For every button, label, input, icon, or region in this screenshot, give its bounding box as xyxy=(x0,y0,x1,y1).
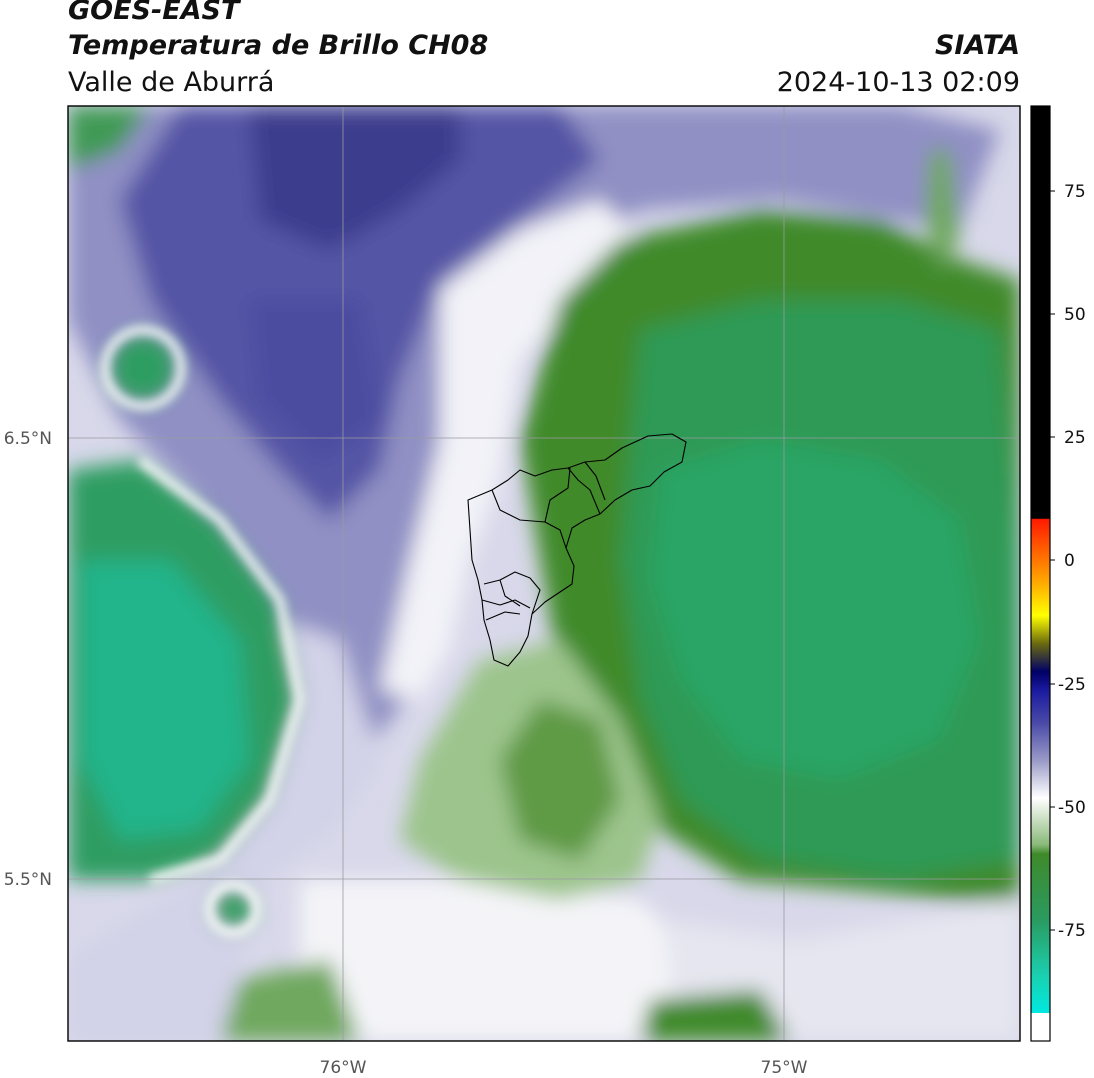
lon-label-75w: 75°W xyxy=(761,1058,808,1078)
colorbar-tick: 25 xyxy=(1064,428,1086,448)
region-subtitle: Valle de Aburrá xyxy=(68,67,275,98)
lon-label-76w: 76°W xyxy=(320,1058,367,1078)
map-frame xyxy=(67,105,1021,1042)
longitude-labels: 76°W 75°W xyxy=(320,1058,808,1078)
municipal-boundaries xyxy=(467,433,687,667)
colorbar: 75 50 25 0 -25 -50 -75 xyxy=(1030,105,1086,1042)
brightness-temperature-field xyxy=(68,106,1020,1041)
colorbar-tick: -25 xyxy=(1058,675,1086,695)
colorbar-tick: -75 xyxy=(1058,921,1086,941)
satellite-title: GOES-EAST xyxy=(68,0,240,26)
product-title: Temperatura de Brillo CH08 xyxy=(68,30,489,61)
graticule xyxy=(68,106,1020,1041)
lat-label-5-5n: 5.5°N xyxy=(4,870,52,890)
colorbar-tick: 0 xyxy=(1064,551,1075,571)
organization-label: SIATA xyxy=(934,30,1020,61)
latitude-labels: 6.5°N 5.5°N xyxy=(4,429,52,890)
colorbar-frame xyxy=(1030,105,1051,1042)
colorbar-scale xyxy=(1031,106,1050,1041)
timestamp-label: 2024-10-13 02:09 xyxy=(776,67,1020,98)
colorbar-tick: 50 xyxy=(1064,305,1086,325)
lat-label-6-5n: 6.5°N xyxy=(4,429,52,449)
colorbar-tick: -50 xyxy=(1058,798,1086,818)
colorbar-tick: 75 xyxy=(1064,182,1086,202)
